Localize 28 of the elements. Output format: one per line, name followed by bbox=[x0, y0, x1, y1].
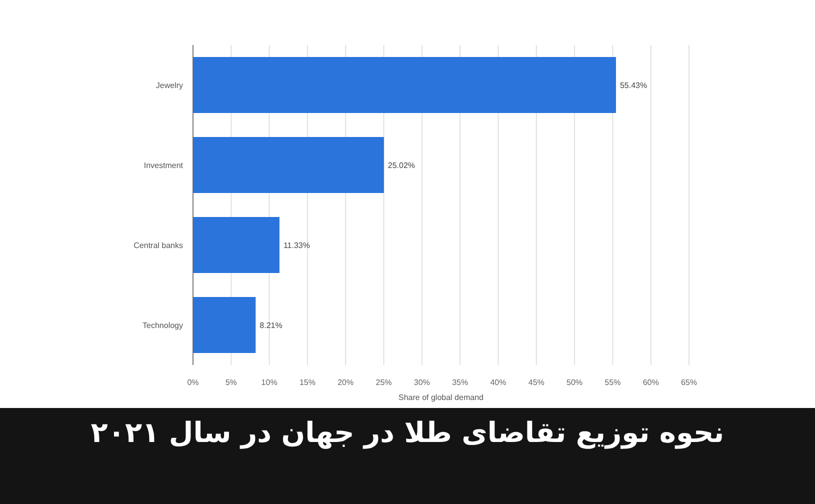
y-tick-label: Investment bbox=[144, 161, 184, 170]
x-tick-label: 40% bbox=[490, 378, 506, 387]
x-tick-label: 20% bbox=[338, 378, 354, 387]
x-tick-label: 65% bbox=[680, 378, 698, 387]
bar bbox=[193, 57, 616, 113]
bar bbox=[193, 137, 384, 193]
x-tick-label: 10% bbox=[261, 378, 278, 387]
bar bbox=[193, 217, 280, 273]
x-tick-label: 0% bbox=[187, 378, 199, 387]
y-tick-label: Jewelry bbox=[156, 81, 183, 90]
data-label: 8.21% bbox=[260, 321, 282, 330]
x-tick-label: 25% bbox=[376, 378, 392, 387]
x-tick-label: 30% bbox=[414, 378, 430, 387]
data-label: 25.02% bbox=[388, 161, 416, 170]
x-tick-label: 15% bbox=[299, 378, 316, 387]
x-tick-label: 35% bbox=[452, 378, 468, 387]
bar bbox=[193, 297, 256, 353]
x-tick-label: 5% bbox=[225, 378, 237, 387]
x-axis-title: Share of global demand bbox=[398, 393, 484, 402]
data-label: 55.43% bbox=[620, 81, 648, 90]
y-tick-label: Technology bbox=[142, 321, 183, 330]
x-tick-label: 60% bbox=[642, 378, 659, 387]
text: نحوه توزیع تقاضای طلا در جهان در سال ۲۰۲۱ bbox=[90, 416, 724, 449]
x-tick-label: 55% bbox=[604, 378, 621, 387]
y-tick-label: Central banks bbox=[134, 241, 183, 250]
x-tick-label: 50% bbox=[566, 378, 583, 387]
data-label: 11.33% bbox=[283, 241, 310, 250]
x-tick-label: 45% bbox=[528, 378, 544, 387]
